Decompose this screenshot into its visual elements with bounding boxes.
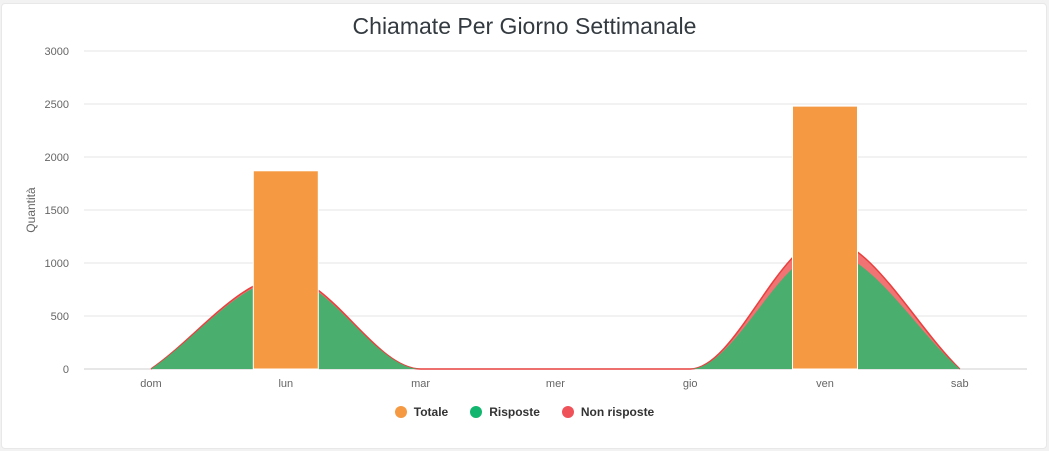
legend-dot-non-risposte-icon bbox=[561, 406, 574, 418]
legend-label-risposte: Risposte bbox=[489, 405, 540, 419]
x-tick-label: mer bbox=[546, 378, 565, 390]
bar-totale bbox=[252, 170, 319, 370]
bar-totale bbox=[792, 105, 858, 370]
x-tick-label: mar bbox=[411, 378, 430, 390]
y-tick-label: 0 bbox=[63, 364, 69, 376]
legend-item-risposte[interactable]: Risposte bbox=[470, 405, 540, 419]
x-tick-label: sab bbox=[951, 378, 969, 390]
chart-legend: Totale Risposte Non risposte bbox=[0, 405, 1049, 419]
y-axis-label: Quantità bbox=[24, 187, 38, 233]
y-tick-label: 3000 bbox=[45, 46, 69, 58]
y-tick-label: 2500 bbox=[45, 99, 69, 111]
chart-plot: 0 500 1000 1500 2000 2500 3000 Quantità dom lun ma… bbox=[24, 46, 1027, 390]
y-tick-label: 1000 bbox=[45, 258, 69, 270]
legend-label-totale: Totale bbox=[413, 405, 449, 419]
x-tick-label: gio bbox=[683, 378, 698, 390]
legend-dot-risposte-icon bbox=[470, 406, 483, 418]
chart-title: Chiamate Per Giorno Settimanale bbox=[352, 13, 697, 39]
y-tick-label: 1500 bbox=[45, 205, 69, 217]
x-tick-label: dom bbox=[140, 378, 161, 390]
legend-item-non-risposte[interactable]: Non risposte bbox=[561, 405, 655, 419]
chart-card bbox=[1, 3, 1047, 449]
x-tick-label: ven bbox=[816, 378, 834, 390]
y-tick-label: 500 bbox=[51, 311, 69, 323]
legend-dot-totale-icon bbox=[394, 406, 407, 418]
area-risposte bbox=[151, 251, 960, 369]
y-tick-label: 2000 bbox=[45, 152, 69, 164]
x-tick-label: lun bbox=[278, 378, 293, 390]
legend-label-non-risposte: Non risposte bbox=[580, 405, 655, 419]
legend-item-totale[interactable]: Totale bbox=[394, 405, 449, 419]
